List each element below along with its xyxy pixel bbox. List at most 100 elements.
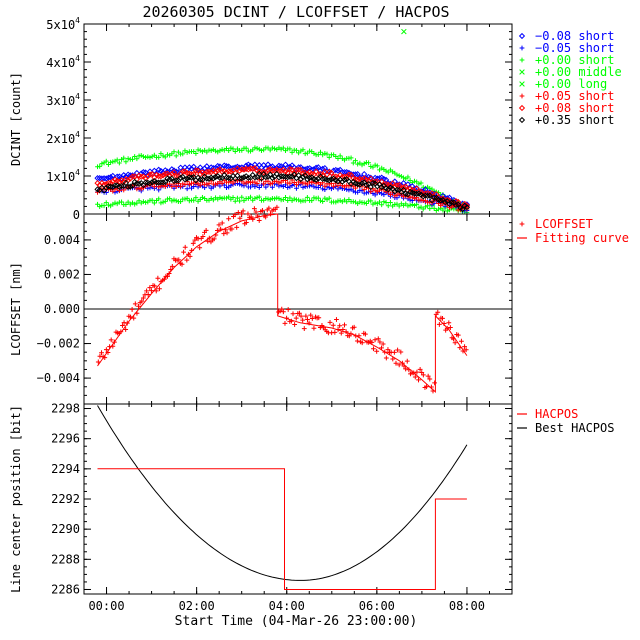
data-point	[204, 181, 210, 187]
data-point	[145, 154, 151, 160]
data-point	[401, 363, 407, 369]
data-point	[293, 315, 299, 321]
data-point	[328, 176, 335, 183]
data-point	[213, 181, 218, 187]
data-point	[260, 208, 265, 213]
data-point	[383, 355, 389, 361]
data-point	[106, 202, 111, 208]
data-point	[367, 183, 374, 191]
data-point	[114, 157, 120, 163]
data-point	[125, 156, 131, 162]
data-point	[153, 179, 160, 186]
data-point	[240, 208, 246, 214]
legend-marker	[518, 116, 526, 124]
legend-marker	[519, 69, 525, 75]
data-point	[129, 307, 135, 312]
data-point	[331, 183, 337, 189]
data-point	[232, 149, 238, 154]
legend-item: Fitting curve	[517, 231, 629, 245]
data-point	[463, 204, 471, 211]
data-point	[272, 196, 277, 202]
y-tick-label: 1x104	[46, 168, 80, 184]
data-point	[145, 292, 151, 297]
data-point	[194, 167, 202, 174]
data-point	[327, 319, 333, 325]
data-point	[420, 372, 426, 378]
data-point	[248, 180, 253, 185]
data-point	[197, 182, 203, 188]
y-tick-label: 5x104	[46, 16, 80, 32]
data-point	[274, 195, 280, 201]
data-point	[319, 323, 325, 328]
data-point	[342, 322, 347, 328]
data-point	[452, 340, 458, 346]
legend-item: −0.05 short	[519, 41, 614, 55]
data-point	[134, 200, 140, 206]
legend-label: −0.05 short	[535, 41, 614, 55]
data-point	[440, 207, 446, 213]
data-point	[189, 247, 195, 253]
data-point	[211, 236, 217, 242]
data-point	[248, 214, 254, 220]
data-point	[210, 164, 217, 172]
data-point	[201, 170, 208, 177]
data-point	[291, 196, 297, 202]
data-point	[165, 152, 170, 158]
data-point	[428, 384, 434, 390]
data-point	[322, 183, 328, 189]
data-point	[197, 197, 203, 202]
data-point	[252, 195, 258, 201]
data-point	[239, 211, 244, 217]
data-point	[151, 200, 157, 206]
data-point	[261, 147, 267, 153]
data-point	[287, 180, 293, 186]
data-point	[368, 198, 374, 204]
data-point	[282, 320, 288, 326]
data-point	[267, 171, 274, 178]
data-point	[106, 162, 111, 167]
data-point	[171, 149, 177, 155]
data-point	[269, 145, 275, 151]
best-hacpos-curve	[97, 405, 468, 581]
data-point	[276, 180, 282, 186]
data-point	[338, 330, 344, 336]
data-point	[380, 341, 386, 347]
x-tick-label: 04:00	[269, 599, 305, 613]
data-point	[127, 183, 134, 190]
data-point	[374, 183, 381, 190]
legend-label: +0.08 short	[535, 101, 614, 115]
data-point	[379, 202, 385, 208]
data-point	[97, 164, 103, 169]
data-point	[103, 347, 109, 353]
data-point	[236, 175, 243, 182]
y-tick-label: 0.002	[44, 267, 80, 281]
data-point	[149, 179, 156, 186]
data-point	[413, 190, 420, 197]
data-point	[263, 184, 269, 190]
data-point	[243, 162, 250, 169]
data-point	[324, 151, 330, 157]
data-point	[311, 325, 317, 331]
y-tick-exponent: 4	[75, 92, 80, 101]
data-point	[95, 201, 100, 207]
hacpos-step-line	[97, 468, 467, 590]
y-tick-label: 2290	[51, 522, 80, 536]
data-point	[223, 227, 228, 233]
x-tick-label: 08:00	[449, 599, 485, 613]
data-point	[123, 159, 129, 165]
data-point	[162, 170, 169, 177]
data-point	[226, 148, 232, 153]
data-point	[304, 176, 311, 183]
data-point	[370, 201, 376, 207]
data-point	[191, 197, 197, 203]
data-point	[254, 181, 260, 186]
data-point	[158, 151, 164, 157]
data-point	[184, 186, 190, 192]
data-point	[184, 257, 190, 263]
data-point	[101, 203, 107, 209]
y-tick-label: −0.004	[37, 371, 80, 385]
data-point	[224, 195, 229, 201]
data-point	[299, 173, 307, 181]
data-point	[226, 194, 232, 200]
data-point	[302, 172, 309, 179]
